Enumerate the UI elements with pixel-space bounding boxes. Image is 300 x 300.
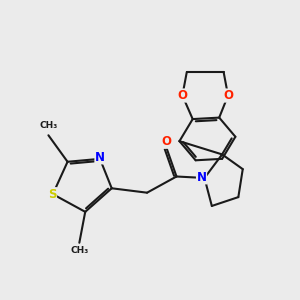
- Text: O: O: [161, 135, 171, 148]
- Text: N: N: [95, 151, 105, 164]
- Text: CH₃: CH₃: [39, 121, 58, 130]
- Text: O: O: [223, 89, 233, 102]
- Text: CH₃: CH₃: [70, 246, 88, 255]
- Text: O: O: [177, 89, 188, 102]
- Text: S: S: [48, 188, 56, 201]
- Text: N: N: [196, 171, 206, 184]
